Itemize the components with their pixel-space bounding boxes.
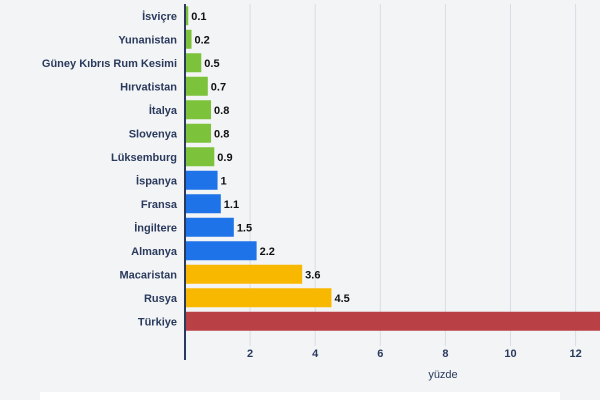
- category-label: İngiltere: [134, 221, 177, 234]
- category-label: Macaristan: [120, 269, 178, 281]
- data-label: 4.5: [334, 293, 349, 305]
- category-label: Hırvatistan: [120, 81, 177, 93]
- category-label: Rusya: [144, 293, 178, 305]
- x-tick-label: 4: [312, 348, 319, 360]
- footer-strip: [40, 392, 560, 400]
- bar: [185, 288, 332, 308]
- x-tick-label: 2: [247, 348, 253, 360]
- bar: [185, 194, 221, 214]
- bar: [185, 53, 202, 73]
- bar: [185, 170, 218, 190]
- x-tick-label: 8: [442, 348, 448, 360]
- data-label: 0.5: [204, 58, 219, 70]
- data-label: 0.1: [191, 11, 206, 23]
- bar: [185, 264, 303, 284]
- category-label: Almanya: [131, 246, 178, 258]
- data-label: 1.5: [237, 222, 252, 234]
- category-label: İtalya: [149, 104, 178, 117]
- data-label: 1: [221, 175, 227, 187]
- category-label: İspanya: [136, 174, 178, 187]
- data-label: 0.2: [195, 34, 210, 46]
- x-tick-label: 10: [504, 348, 516, 360]
- bar: [185, 217, 234, 237]
- bar: [185, 100, 212, 120]
- bar: [185, 6, 189, 26]
- x-axis-title: yüzde: [428, 369, 457, 381]
- category-label: Fransa: [141, 199, 178, 211]
- bar: [185, 241, 257, 261]
- bar: [185, 311, 600, 331]
- data-label: 2.2: [260, 246, 275, 258]
- x-tick-label: 6: [377, 348, 383, 360]
- category-label: Türkiye: [138, 316, 177, 328]
- category-label: Yunanistan: [118, 34, 177, 46]
- category-label: Lüksemburg: [111, 152, 177, 164]
- bar: [185, 76, 208, 96]
- labels: 2 4 6 8 10 12 İsviçre 0.1 Yunanistan 0.2 Güney Kıb…: [42, 10, 582, 360]
- data-label: 1.1: [224, 199, 239, 211]
- data-label: 0.8: [214, 105, 229, 117]
- bar: [185, 29, 192, 49]
- category-label: İsviçre: [142, 10, 177, 23]
- data-label: 0.9: [217, 152, 232, 164]
- data-label: 3.6: [305, 269, 320, 281]
- bars: [185, 6, 600, 331]
- bar: [185, 123, 212, 143]
- x-tick-label: 12: [569, 348, 581, 360]
- category-label: Güney Kıbrıs Rum Kesimi: [42, 58, 177, 70]
- bar: [185, 147, 215, 167]
- data-label: 0.7: [211, 81, 226, 93]
- data-label: 0.8: [214, 128, 229, 140]
- category-label: Slovenya: [129, 128, 178, 140]
